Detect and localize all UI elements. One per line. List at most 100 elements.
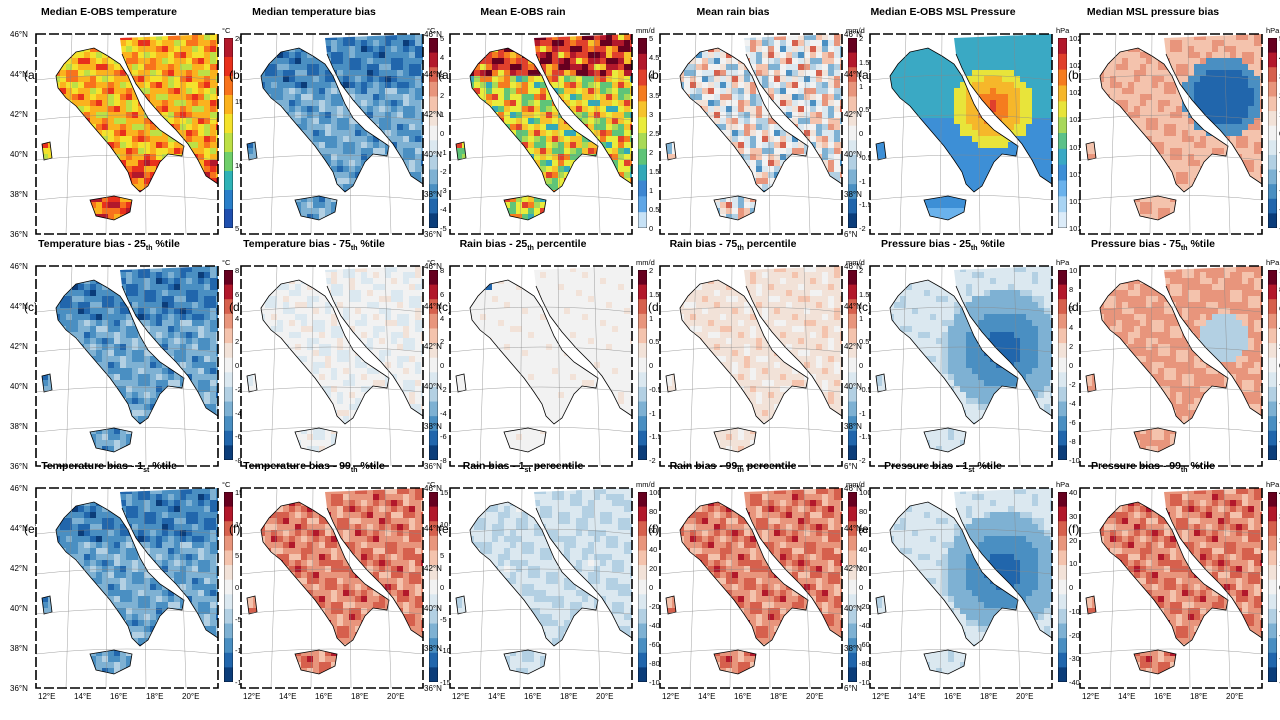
lat-label: 36°N: [10, 230, 28, 239]
lat-label: 40°N: [424, 382, 442, 391]
colorbar: [224, 270, 233, 460]
colorbar-tick: 1: [649, 186, 654, 195]
colorbar: [429, 270, 438, 460]
colorbar-tick: 1026: [1069, 34, 1086, 43]
lon-label: 12°E: [243, 692, 261, 701]
colorbar: [1058, 492, 1067, 682]
panel-label: (d): [648, 300, 663, 314]
lat-label: 46°N: [10, 484, 28, 493]
colorbar-unit: hPa: [1056, 258, 1070, 267]
colorbar-tick: -20: [1069, 630, 1080, 640]
colorbar-unit: °C: [222, 26, 231, 35]
lon-label: 20°E: [596, 692, 614, 701]
map-r-e: [449, 487, 633, 689]
panel-label: (a): [858, 68, 873, 82]
colorbar: [638, 270, 647, 460]
lat-label: 38°N: [424, 644, 442, 653]
colorbar-tick: 0.5: [649, 205, 660, 214]
lon-label: 18°E: [560, 692, 578, 701]
panel-label: (c): [24, 300, 38, 314]
colorbar-tick: -2: [859, 456, 866, 465]
colorbar: [224, 38, 233, 228]
colorbar-tick: 1022: [1069, 88, 1086, 98]
colorbar-unit: °C: [427, 26, 436, 35]
panel-title: Pressure bias - 75th %tile: [1091, 238, 1215, 253]
colorbar-tick: 60: [859, 526, 868, 535]
map-r-f: [659, 487, 843, 689]
colorbar-tick: 2: [440, 91, 445, 100]
lon-label: 18°E: [980, 692, 998, 701]
colorbar-tick: 1020: [1069, 115, 1086, 125]
colorbar-tick: 1: [440, 110, 445, 119]
lon-label: 14°E: [74, 692, 92, 701]
colorbar-unit: °C: [222, 480, 231, 489]
colorbar-unit: mm/d: [846, 26, 865, 35]
colorbar-tick: -40: [859, 621, 870, 630]
colorbar-tick: 100: [649, 488, 662, 497]
colorbar-tick: 4: [235, 313, 240, 323]
map-r-b: [659, 33, 843, 235]
lon-label: 18°E: [351, 692, 369, 701]
colorbar-tick: -0.5: [649, 384, 662, 394]
colorbar-tick: -2: [440, 384, 447, 394]
map-t-f: [240, 487, 424, 689]
lat-label: 6°N: [844, 230, 858, 239]
colorbar-tick: 0.5: [859, 337, 870, 347]
lat-label: 44°N: [424, 302, 442, 311]
colorbar-tick: 6: [440, 289, 445, 299]
colorbar-tick: 2: [440, 337, 445, 347]
colorbar-tick: 20: [1069, 535, 1078, 545]
panel-title: Pressure bias - 99th %tile: [1091, 460, 1215, 475]
lon-label: 16°E: [524, 692, 542, 701]
colorbar-tick: 2: [859, 266, 864, 275]
colorbar-tick: -30: [1069, 654, 1080, 664]
lat-label: 44°N: [844, 70, 862, 79]
lat-label: 40°N: [10, 150, 28, 159]
colorbar-tick: 0: [649, 361, 654, 370]
colorbar-tick: -2: [859, 224, 866, 233]
lon-label: 16°E: [944, 692, 962, 701]
colorbar: [429, 38, 438, 228]
colorbar-tick: 15: [440, 488, 449, 497]
lat-label: 46°N: [424, 30, 442, 39]
lon-label: 18°E: [770, 692, 788, 701]
colorbar-tick: -1: [440, 148, 447, 157]
lat-label: 42°N: [424, 110, 442, 119]
colorbar: [638, 492, 647, 682]
colorbar-tick: 5: [440, 551, 445, 561]
panel-label: (e): [24, 522, 39, 536]
colorbar-tick: -5: [440, 614, 447, 624]
lat-label: 38°N: [424, 422, 442, 431]
colorbar-tick: 40: [1069, 488, 1078, 497]
lat-label: 40°N: [844, 604, 862, 613]
lat-label: 36°N: [424, 230, 442, 239]
colorbar-tick: 20: [859, 564, 868, 573]
lon-label: 20°E: [1226, 692, 1244, 701]
panel-label: (b): [229, 68, 244, 82]
colorbar-tick: 100: [859, 488, 872, 497]
lat-label: 38°N: [844, 190, 862, 199]
colorbar-tick: 20: [649, 564, 658, 573]
map-p-b: [1079, 33, 1263, 235]
lat-label: 38°N: [844, 644, 862, 653]
colorbar-tick: 1.5: [649, 289, 660, 299]
colorbar-unit: mm/d: [636, 480, 655, 489]
lon-label: 14°E: [1118, 692, 1136, 701]
panel-label: (b): [648, 68, 663, 82]
lat-label: 46°N: [844, 262, 862, 271]
colorbar-tick: 4: [440, 53, 445, 62]
panel-label: (d): [1068, 300, 1083, 314]
lat-label: 42°N: [10, 564, 28, 573]
lon-label: 20°E: [1016, 692, 1034, 701]
colorbar-tick: -6: [440, 432, 447, 442]
colorbar-tick: 3: [649, 110, 654, 119]
colorbar: [1058, 38, 1067, 228]
colorbar-tick: 6: [235, 289, 240, 299]
colorbar-tick: 0: [1069, 361, 1074, 370]
lon-label: 16°E: [734, 692, 752, 701]
colorbar-tick: 1: [859, 313, 864, 323]
panel-title: Median temperature bias: [252, 6, 376, 18]
colorbar-tick: -10: [1069, 606, 1080, 616]
colorbar-tick: -1: [859, 408, 866, 418]
colorbar-tick: 1012: [1069, 224, 1086, 233]
